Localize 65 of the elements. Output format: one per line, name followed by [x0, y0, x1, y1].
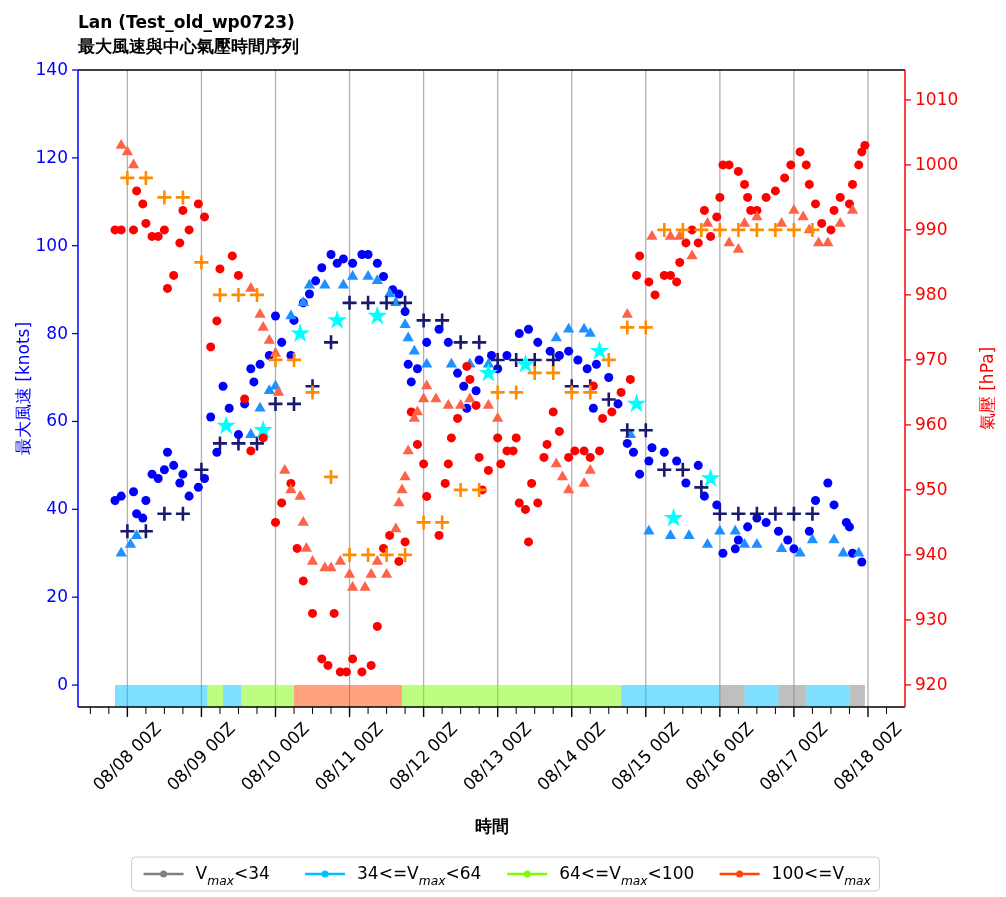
- y2-tick-label: 980: [915, 283, 948, 304]
- point: [804, 221, 821, 239]
- y-tick-label: 20: [46, 586, 68, 607]
- point: [470, 481, 488, 499]
- point: [267, 351, 284, 369]
- point: [137, 169, 155, 187]
- point: [711, 221, 729, 239]
- point: [156, 189, 173, 206]
- point: [119, 169, 136, 187]
- y2-tick-label: 940: [915, 543, 948, 564]
- y2-tick-label: 970: [915, 348, 948, 369]
- point: [581, 384, 599, 401]
- legend-label: 100<=V$_{max}$: [771, 863, 872, 888]
- y-tick-label: 140: [35, 59, 68, 79]
- point: [211, 286, 229, 304]
- chart-title: Lan (Test_old_wp0723): [78, 12, 295, 32]
- legend-label: 34<=V$_{max}$<64: [357, 863, 482, 888]
- y-tick-label: 100: [35, 234, 68, 255]
- y-tick-label: 40: [46, 498, 68, 519]
- chart-subtitle: 最大風速與中心氣壓時間序列: [77, 36, 299, 56]
- y2-tick-label: 920: [915, 673, 948, 694]
- point: [637, 319, 655, 336]
- point: [378, 546, 395, 564]
- point: [489, 384, 506, 401]
- point: [396, 546, 414, 564]
- y2-tick-label: 950: [915, 478, 948, 499]
- y-tick-label: 80: [46, 322, 68, 343]
- point: [507, 384, 525, 401]
- point: [767, 221, 784, 239]
- y-tick-label: 120: [35, 146, 68, 167]
- point: [674, 221, 692, 239]
- y2-tick-label: 960: [915, 413, 948, 434]
- point: [785, 221, 803, 239]
- y2-tick-label: 930: [915, 608, 948, 629]
- point: [304, 384, 321, 401]
- point: [748, 221, 766, 239]
- point: [452, 481, 469, 499]
- point: [693, 221, 710, 239]
- point: [415, 514, 432, 531]
- legend-label: V$_{max}$<34: [195, 863, 270, 888]
- x-axis-title: 時間: [474, 816, 509, 836]
- y2-tick-label: 1000: [915, 153, 959, 174]
- y2-tick-label: 990: [915, 218, 948, 239]
- y-tick-label: 60: [46, 410, 68, 431]
- legend-label: 64<=V$_{max}$<100: [559, 863, 695, 888]
- point: [322, 468, 340, 486]
- point: [285, 351, 303, 369]
- point: [544, 364, 562, 382]
- point: [341, 546, 358, 564]
- y-tick-label: 0: [57, 674, 68, 695]
- y2-tick-label: 1010: [915, 88, 959, 109]
- point: [193, 254, 210, 271]
- point: [248, 286, 266, 304]
- point: [656, 221, 673, 239]
- point: [600, 351, 618, 369]
- point: [563, 384, 581, 401]
- y2-axis-title: 氣壓 [hPa]: [977, 346, 997, 431]
- point: [730, 221, 747, 239]
- point: [230, 286, 247, 304]
- point: [618, 319, 636, 336]
- y-axis-title: 最大風速 [knots]: [13, 321, 33, 456]
- point: [174, 189, 192, 206]
- point: [526, 364, 543, 382]
- point: [433, 514, 451, 531]
- point: [359, 546, 377, 564]
